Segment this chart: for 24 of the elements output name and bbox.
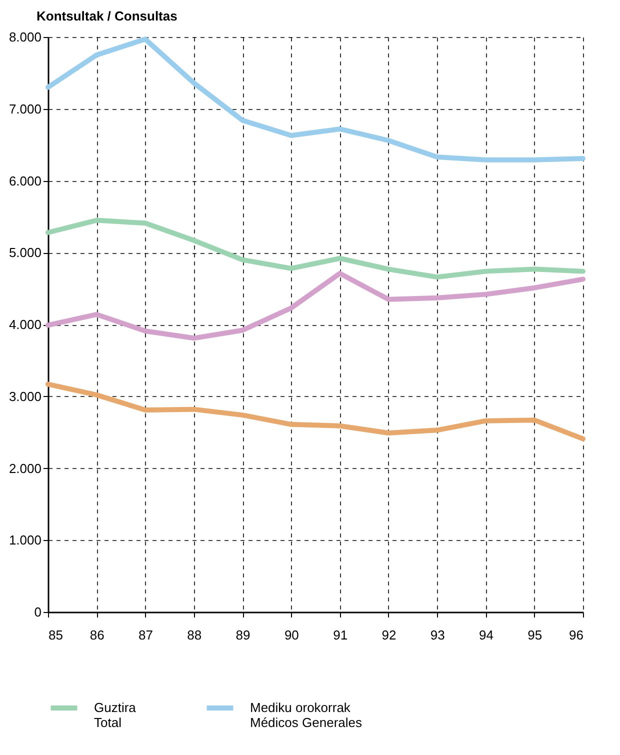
y-tick-label: 0 (34, 604, 42, 620)
x-tick-label: 85 (48, 628, 63, 642)
x-tick-label: 89 (236, 628, 250, 642)
y-tick-label: 7.000 (8, 101, 42, 116)
y-tick-label: 6.000 (8, 173, 42, 188)
x-tick-label: 93 (430, 628, 445, 642)
x-tick-label: 86 (90, 628, 104, 642)
x-tick-label: 88 (187, 628, 202, 642)
y-tick-label: 8.000 (8, 30, 42, 44)
y-tick-label: 4.000 (8, 317, 42, 332)
x-tick-label: 91 (333, 628, 348, 642)
x-tick-label: 94 (478, 628, 494, 642)
x-tick-label: 96 (569, 628, 584, 642)
x-tick-label: 95 (528, 628, 542, 642)
y-tick-label: 5.000 (8, 245, 42, 260)
y-axis-title: Kontsultak / Consultas (36, 8, 178, 24)
legend-label: Mediku orokorrak Médicos Generales (250, 700, 362, 730)
y-tick-label: 2.000 (8, 460, 42, 476)
x-tick-label: 87 (138, 628, 154, 642)
x-tick-label: 92 (382, 628, 396, 642)
y-tick-label: 1.000 (8, 532, 42, 548)
x-tick-label: 90 (284, 628, 299, 642)
legend-label: Guztira Total (94, 700, 137, 730)
y-tick-label: 3.000 (8, 388, 42, 404)
